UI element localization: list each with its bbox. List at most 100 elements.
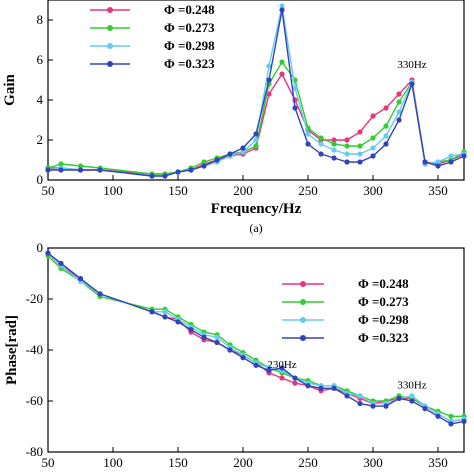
panel2-x-tick-label: 300 [363,455,383,470]
panel1-legend-marker [107,61,113,67]
panel2-data-point [292,375,298,381]
panel1-data-point [318,141,324,147]
panel2-data-point [227,347,233,353]
panel2-legend-marker [300,281,306,287]
panel2-data-point [201,334,207,340]
panel2-data-point [396,395,402,402]
panel2-data-point [214,339,220,345]
panel1-data-point [240,145,246,151]
panel2-annotation: 230Hz [267,359,296,371]
panel1-data-point [58,161,64,167]
panel2-data-point [448,413,454,419]
panel1-data-point [331,155,337,161]
panel1-annotation: 330Hz [397,59,426,71]
panel1-y-tick-label: 2 [37,132,44,147]
panel2-data-point [409,398,415,404]
panel1-data-point [357,151,363,157]
panel1-data-point [77,167,84,173]
panel2-x-tick-label: 350 [428,455,448,470]
panel2-x-tick-label: 100 [103,455,123,470]
panel1-data-point [240,149,246,155]
panel2-data-point [344,393,350,399]
panel2-data-point [162,314,168,320]
panel1-data-point [448,153,454,159]
panel1-data-point [214,157,220,163]
panel2-x-tick-label: 50 [42,455,55,470]
panel1-data-point [77,163,84,169]
panel1-x-tick-label: 350 [428,183,448,198]
panel1-data-point [45,167,51,173]
panel1-data-point [357,143,363,149]
panel2-data-point [383,403,389,409]
panel2-y-tick-label: -80 [26,444,43,459]
panel2-data-point [240,355,246,361]
panel1-y-tick-label: 0 [37,172,44,187]
panel1-data-point [461,153,467,159]
panel2-data-point [149,309,155,315]
panel1-data-point [266,77,272,83]
panel1-x-tick-label: 100 [103,183,123,198]
panel1-data-point [396,109,402,115]
panel2-data-point [97,291,103,297]
panel2-legend-label: Φ =0.323 [358,330,409,345]
panel1-data-point [97,167,103,173]
panel1-data-point [279,71,285,77]
panel1-data-point [383,133,389,139]
panel1-data-point [201,163,207,169]
panel1-legend-marker [107,25,113,31]
panel2-data-point [409,393,415,399]
panel2-legend-marker [300,299,306,305]
panel1-legend-label: Φ =0.323 [164,56,215,71]
panel1-data-point [266,63,272,69]
panel1-data-point [279,3,285,9]
panel1-x-axis-title: Frequency/Hz [211,201,302,217]
panel1-data-point [370,113,376,119]
panel1-data-point [344,159,350,165]
panel1-x-tick-label: 250 [298,183,318,198]
panel1-data-point [370,153,376,159]
panel1-data-point [383,141,389,147]
panel1-data-point [253,137,259,143]
panel2-data-point [45,250,51,256]
panel1-data-point [318,135,324,141]
panel1-x-tick-label: 50 [42,183,55,198]
panel1-data-point [149,173,155,179]
panel1-legend-label: Φ =0.273 [164,20,215,35]
panel1-data-point [318,151,324,157]
panel1-data-point [448,159,454,165]
panel1-y-tick-label: 4 [37,92,44,107]
panel1-data-point [331,147,337,153]
panel1-data-point [201,159,207,165]
panel2-y-tick-label: -60 [26,393,43,408]
panel2-data-point [266,367,272,373]
panel2-y-tick-label: -20 [26,291,43,306]
panel1-data-point [175,169,181,175]
panel1-data-point [331,137,337,143]
panel1-data-point [396,117,402,123]
panel1-data-point [331,141,337,147]
panel2-legend-label: Φ =0.273 [358,294,409,309]
panel2-data-point [77,276,84,282]
panel1-data-point [409,81,415,87]
panel2-data-point [435,413,441,419]
panel1-data-point [344,151,350,157]
panel2-data-point [175,319,181,325]
panel1-series-line-1 [48,72,465,175]
panel1-x-tick-label: 200 [233,183,253,198]
panel1-data-point [357,129,363,135]
panel1-data-point [279,59,285,65]
panel2-data-point [422,406,428,412]
panel1-data-point [58,167,64,173]
panel2-data-point [357,400,363,407]
panel1-data-point [370,135,376,141]
panel2-data-point [461,418,467,424]
panel1-data-point [344,137,350,143]
panel1-data-point [383,123,389,129]
panel2-data-point [331,385,337,391]
panel2-x-tick-label: 250 [298,455,318,470]
panel1-data-point [253,131,259,137]
panel1-data-point [162,173,168,179]
panel1-series-line-2 [47,60,465,175]
panel1-data-point [292,105,298,111]
